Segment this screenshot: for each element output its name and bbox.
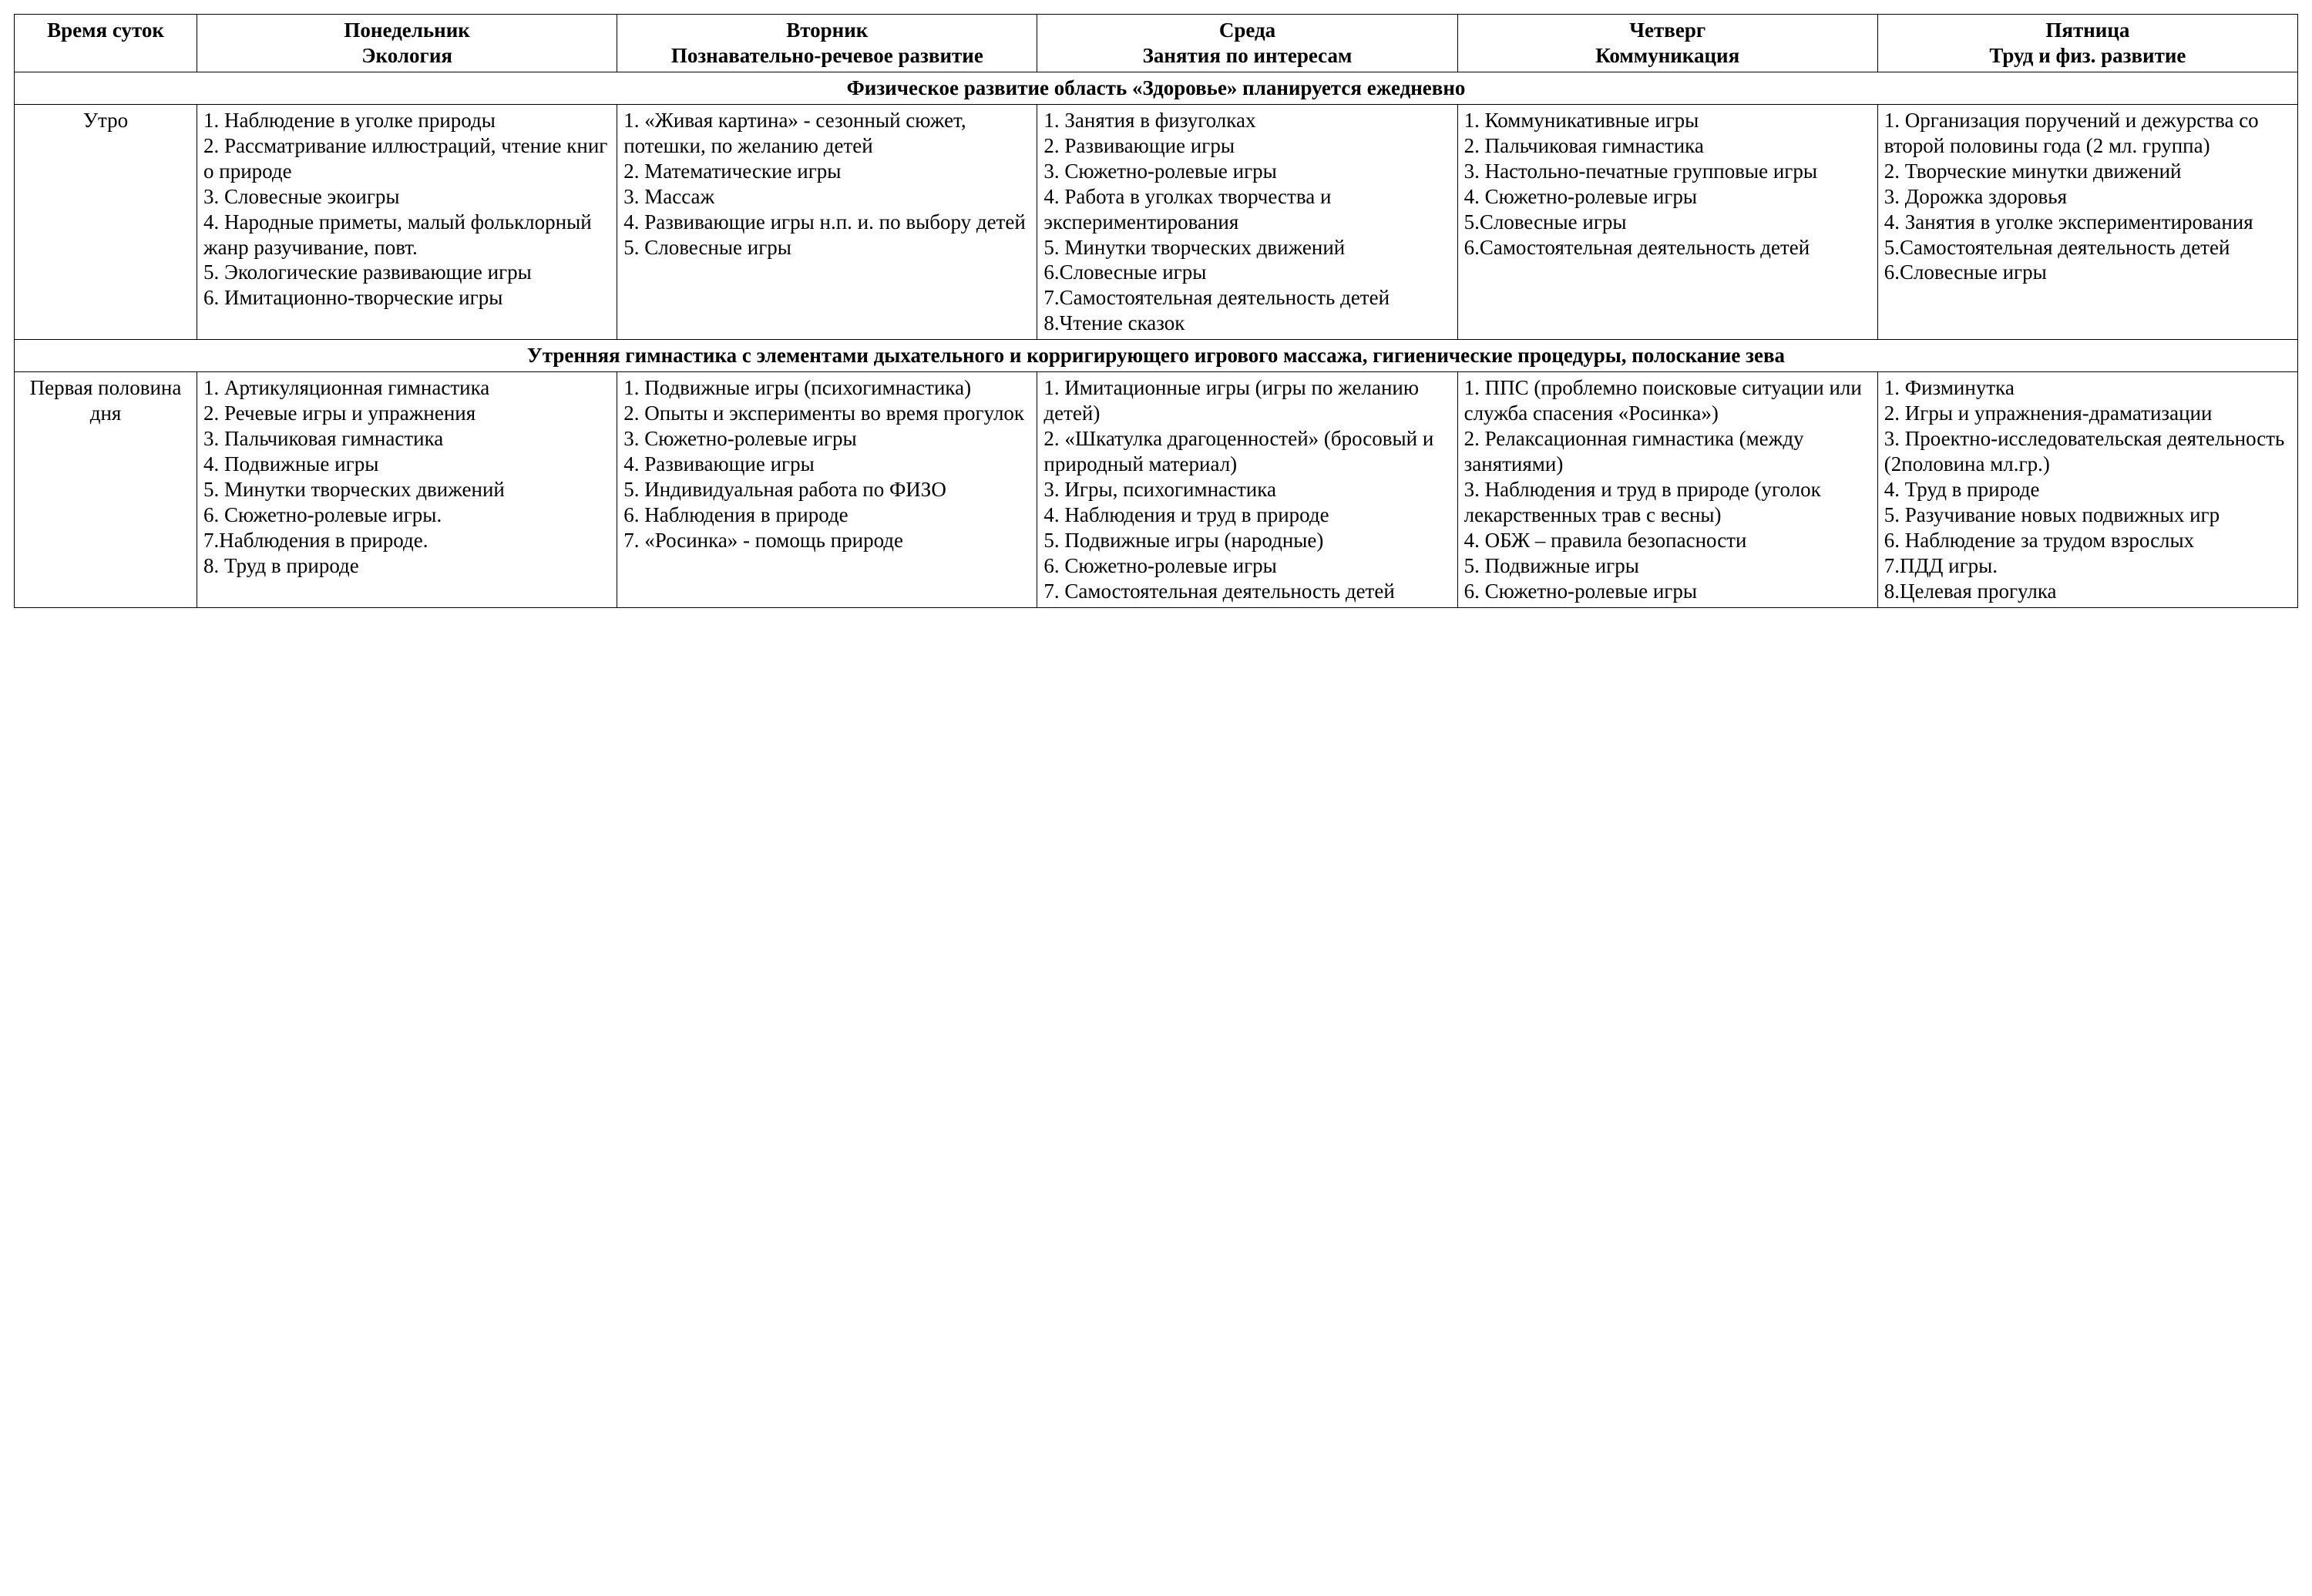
cell-first-half-mon: 1. Артикуляционная гимнастика 2. Речевые… (197, 372, 617, 607)
header-mon-sub: Экология (203, 43, 610, 69)
header-wed-sub: Занятия по интересам (1043, 43, 1450, 69)
header-fri-sub: Труд и физ. развитие (1884, 43, 2291, 69)
cell-first-half-wed-text: 1. Имитационные игры (игры по желанию де… (1043, 375, 1450, 603)
cell-first-half-wed: 1. Имитационные игры (игры по желанию де… (1037, 372, 1457, 607)
cell-morning-thu-text: 1. Коммуникативные игры 2. Пальчиковая г… (1464, 108, 1871, 260)
row-first-half-label-cell: Первая половина дня (15, 372, 197, 607)
cell-first-half-tue-text: 1. Подвижные игры (психогимнастика) 2. О… (623, 375, 1030, 553)
cell-morning-tue: 1. «Живая картина» - сезонный сюжет, пот… (617, 104, 1037, 339)
row-first-half: Первая половина дня 1. Артикуляционная г… (15, 372, 2298, 607)
header-time-label: Время суток (47, 18, 164, 42)
section-1-cell: Физическое развитие область «Здоровье» п… (15, 72, 2298, 104)
row-first-half-label: Первая половина дня (30, 376, 187, 425)
row-morning-label-cell: Утро (15, 104, 197, 339)
header-fri-main: Пятница (1884, 18, 2291, 43)
cell-morning-thu: 1. Коммуникативные игры 2. Пальчиковая г… (1457, 104, 1877, 339)
cell-morning-fri: 1. Организация поручений и дежурства со … (1877, 104, 2297, 339)
cell-morning-tue-text: 1. «Живая картина» - сезонный сюжет, пот… (623, 108, 1030, 260)
cell-morning-mon: 1. Наблюдение в уголке природы 2. Рассма… (197, 104, 617, 339)
header-tue-main: Вторник (623, 18, 1030, 43)
cell-morning-mon-text: 1. Наблюдение в уголке природы 2. Рассма… (203, 108, 610, 311)
cell-first-half-fri-text: 1. Физминутка 2. Игры и упражнения-драма… (1884, 375, 2291, 603)
header-time: Время суток (15, 15, 197, 72)
section-2-text: Утренняя гимнастика с элементами дыхател… (527, 344, 1785, 367)
row-morning: Утро 1. Наблюдение в уголке природы 2. Р… (15, 104, 2298, 339)
header-tue-sub: Познавательно-речевое развитие (623, 43, 1030, 69)
cell-morning-wed: 1. Занятия в физуголках 2. Развивающие и… (1037, 104, 1457, 339)
header-thu: Четверг Коммуникация (1457, 15, 1877, 72)
header-thu-main: Четверг (1464, 18, 1871, 43)
cell-first-half-tue: 1. Подвижные игры (психогимнастика) 2. О… (617, 372, 1037, 607)
schedule-table: Время суток Понедельник Экология Вторник… (14, 14, 2298, 608)
cell-first-half-thu: 1. ППС (проблемно поисковые ситуации или… (1457, 372, 1877, 607)
cell-first-half-thu-text: 1. ППС (проблемно поисковые ситуации или… (1464, 375, 1871, 603)
header-thu-sub: Коммуникация (1464, 43, 1871, 69)
cell-first-half-fri: 1. Физминутка 2. Игры и упражнения-драма… (1877, 372, 2297, 607)
section-row-1: Физическое развитие область «Здоровье» п… (15, 72, 2298, 104)
header-mon-main: Понедельник (203, 18, 610, 43)
section-1-text: Физическое развитие область «Здоровье» п… (847, 76, 1466, 99)
header-wed-main: Среда (1043, 18, 1450, 43)
row-morning-label: Утро (83, 109, 128, 132)
header-fri: Пятница Труд и физ. развитие (1877, 15, 2297, 72)
section-row-2: Утренняя гимнастика с элементами дыхател… (15, 340, 2298, 372)
cell-morning-fri-text: 1. Организация поручений и дежурства со … (1884, 108, 2291, 286)
cell-morning-wed-text: 1. Занятия в физуголках 2. Развивающие и… (1043, 108, 1450, 336)
header-wed: Среда Занятия по интересам (1037, 15, 1457, 72)
header-tue: Вторник Познавательно-речевое развитие (617, 15, 1037, 72)
header-row: Время суток Понедельник Экология Вторник… (15, 15, 2298, 72)
cell-first-half-mon-text: 1. Артикуляционная гимнастика 2. Речевые… (203, 375, 610, 579)
section-2-cell: Утренняя гимнастика с элементами дыхател… (15, 340, 2298, 372)
header-mon: Понедельник Экология (197, 15, 617, 72)
